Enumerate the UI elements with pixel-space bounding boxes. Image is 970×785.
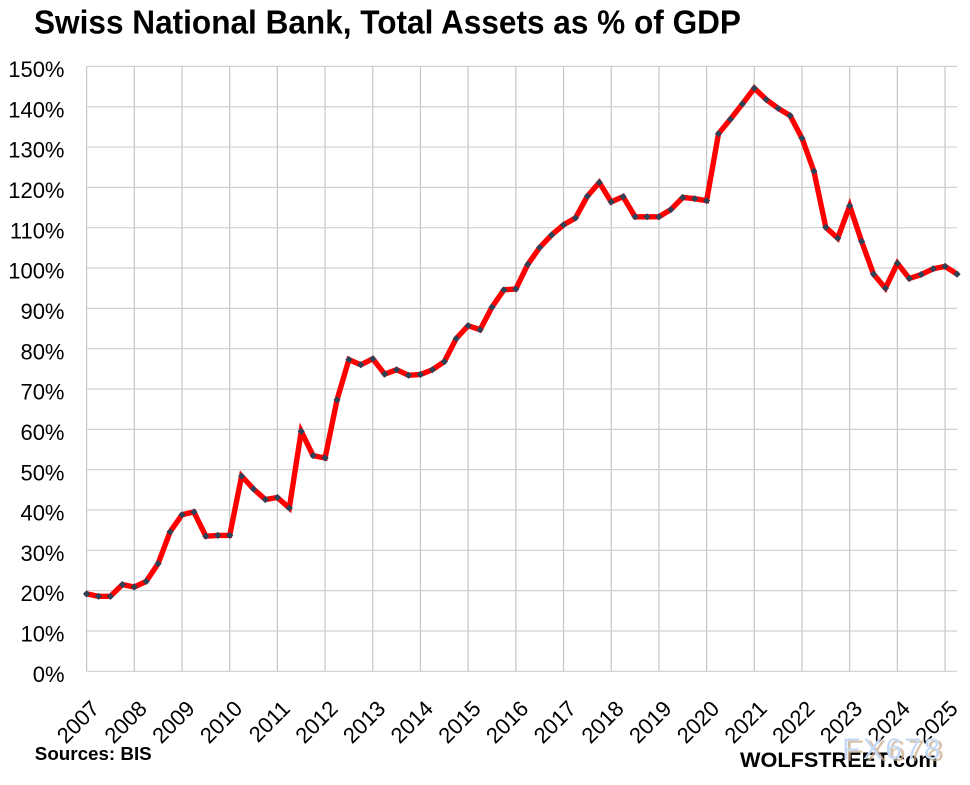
svg-text:90%: 90% <box>20 299 64 324</box>
svg-text:140%: 140% <box>8 97 64 122</box>
svg-text:100%: 100% <box>8 259 64 284</box>
svg-text:20%: 20% <box>20 581 64 606</box>
svg-text:80%: 80% <box>20 339 64 364</box>
svg-text:70%: 70% <box>20 380 64 405</box>
svg-text:150%: 150% <box>8 57 64 82</box>
svg-text:120%: 120% <box>8 178 64 203</box>
svg-text:60%: 60% <box>20 420 64 445</box>
svg-text:30%: 30% <box>20 541 64 566</box>
svg-text:WOLFSTREET.com: WOLFSTREET.com <box>740 747 938 772</box>
svg-text:FX678: FX678 <box>846 735 947 768</box>
svg-text:0%: 0% <box>33 662 65 687</box>
svg-text:10%: 10% <box>20 622 64 647</box>
svg-text:110%: 110% <box>10 218 65 243</box>
svg-text:Sources: BIS: Sources: BIS <box>35 743 152 764</box>
svg-text:FX678: FX678 <box>842 733 943 766</box>
svg-text:50%: 50% <box>20 460 64 485</box>
svg-text:40%: 40% <box>20 501 64 526</box>
svg-text:130%: 130% <box>8 138 64 163</box>
svg-text:Swiss National Bank, Total Ass: Swiss National Bank, Total Assets as % o… <box>34 3 741 40</box>
